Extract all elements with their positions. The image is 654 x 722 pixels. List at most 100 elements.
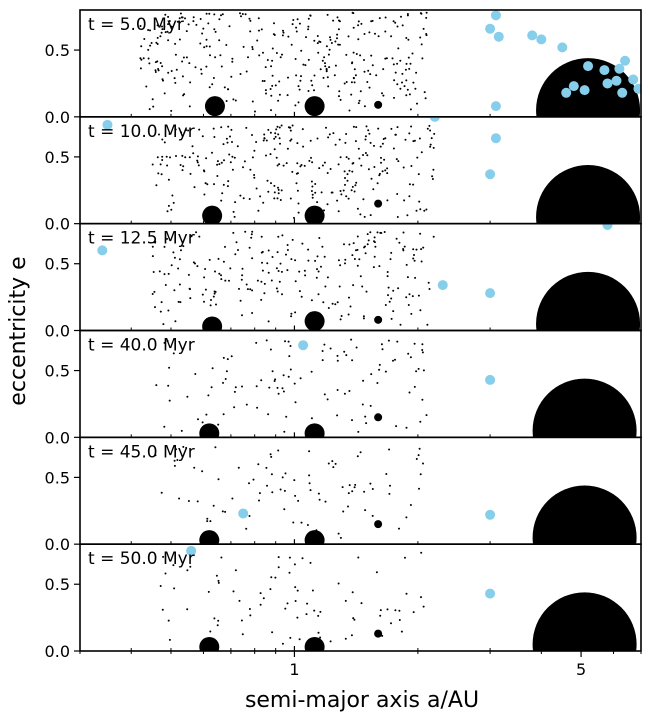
- planetesimal-point: [428, 124, 431, 127]
- planetesimal-point: [414, 87, 417, 90]
- planetesimal-point: [224, 378, 227, 380]
- planetesimal-point: [152, 105, 155, 108]
- planetesimal-point: [216, 624, 219, 627]
- planetesimal-point: [307, 58, 310, 61]
- planetesimal-point: [405, 426, 408, 429]
- planetesimal-point: [423, 91, 426, 94]
- planetesimal-point: [405, 37, 408, 39]
- planetesimal-point: [275, 52, 278, 54]
- planetesimal-point: [389, 484, 391, 487]
- planetesimal-point: [201, 421, 204, 424]
- planetesimal-point: [405, 592, 408, 595]
- planetesimal-point: [404, 138, 407, 141]
- planetesimal-point: [196, 161, 199, 164]
- planetesimal-point: [360, 22, 363, 25]
- planetesimal-point: [412, 257, 415, 260]
- planetesimal-point: [210, 299, 212, 301]
- planetesimal-point: [362, 379, 365, 382]
- planetesimal-point: [427, 281, 430, 284]
- planetesimal-point: [177, 300, 180, 303]
- planetesimal-point: [425, 414, 428, 417]
- planetesimal-point: [277, 235, 280, 238]
- planetesimal-point: [354, 184, 357, 187]
- planetesimal-point: [293, 479, 296, 482]
- planetesimal-point: [347, 492, 350, 495]
- planetesimal-point: [290, 43, 293, 46]
- planetesimal-point: [371, 514, 374, 517]
- giant-planet-marker: [532, 378, 637, 438]
- planetesimal-point: [289, 139, 292, 142]
- planet-marker: [204, 96, 225, 117]
- planetesimal-point: [336, 354, 339, 357]
- planet-marker: [374, 520, 383, 529]
- planetesimal-point: [307, 248, 310, 251]
- planetesimal-point: [415, 71, 418, 74]
- planetesimal-point: [373, 144, 375, 147]
- planetesimal-point: [293, 216, 295, 219]
- planetesimal-point: [228, 25, 231, 28]
- planetesimal-point: [231, 60, 234, 63]
- planetesimal-point: [259, 603, 262, 606]
- planetesimal-point: [161, 159, 164, 161]
- planetesimal-point: [263, 137, 266, 140]
- planetesimal-point: [203, 170, 206, 173]
- planetesimal-point: [193, 466, 196, 469]
- planetesimal-point: [216, 175, 219, 177]
- planetesimal-point: [343, 243, 345, 246]
- planetesimal-point: [331, 191, 334, 194]
- planetesimal-point: [279, 142, 281, 145]
- planetesimal-point: [359, 275, 362, 278]
- planetesimal-point: [245, 403, 248, 406]
- planetesimal-point: [196, 265, 199, 268]
- planetesimal-point: [156, 24, 159, 27]
- planetesimal-point: [163, 425, 166, 428]
- planetesimal-point: [188, 62, 191, 65]
- planetesimal-point: [196, 155, 199, 158]
- embryo-point: [599, 65, 610, 76]
- planetesimal-point: [353, 618, 356, 621]
- planetesimal-point: [182, 245, 185, 248]
- planetesimal-point: [364, 509, 367, 512]
- planetesimal-point: [220, 126, 223, 129]
- planetesimal-point: [271, 631, 274, 634]
- planetesimal-point: [182, 56, 185, 59]
- planetesimal-point: [251, 312, 254, 314]
- embryo-point: [633, 83, 641, 94]
- planetesimal-point: [352, 77, 355, 80]
- planetesimal-point: [270, 576, 273, 579]
- planetesimal-point: [212, 504, 215, 507]
- planetesimal-point: [160, 301, 163, 304]
- planetesimal-point: [398, 619, 401, 621]
- planetesimal-point: [277, 99, 280, 102]
- planetesimal-point: [377, 127, 380, 130]
- planetesimal-point: [273, 137, 276, 140]
- planetesimal-point: [394, 71, 397, 74]
- planetesimal-point: [294, 494, 297, 497]
- planetesimal-point: [226, 141, 229, 144]
- planetesimal-point: [357, 24, 360, 27]
- planetesimal-point: [413, 254, 415, 256]
- embryo-point: [102, 119, 113, 130]
- planetesimal-point: [375, 571, 378, 574]
- planetesimal-point: [208, 258, 211, 261]
- planetesimal-point: [198, 235, 201, 238]
- planetesimal-point: [413, 342, 416, 345]
- planetesimal-point: [329, 36, 331, 39]
- planetesimal-point: [395, 158, 398, 161]
- planetesimal-point: [251, 46, 254, 48]
- planetesimal-point: [275, 156, 278, 159]
- planetesimal-point: [236, 145, 239, 148]
- embryo-point: [485, 23, 496, 34]
- planetesimal-point: [267, 128, 270, 131]
- planetesimal-point: [167, 272, 170, 275]
- planetesimal-point: [344, 141, 347, 144]
- planetesimal-point: [396, 126, 399, 129]
- planetesimal-point: [189, 565, 192, 568]
- planetesimal-point: [273, 184, 276, 187]
- planetesimal-point: [205, 65, 208, 68]
- embryo-point: [485, 169, 496, 180]
- planetesimal-point: [308, 159, 311, 162]
- panel-2: 0.0 0.5 t = 10.0 Myr: [45, 116, 642, 234]
- planetesimal-point: [415, 370, 418, 373]
- planetesimal-point: [181, 154, 184, 157]
